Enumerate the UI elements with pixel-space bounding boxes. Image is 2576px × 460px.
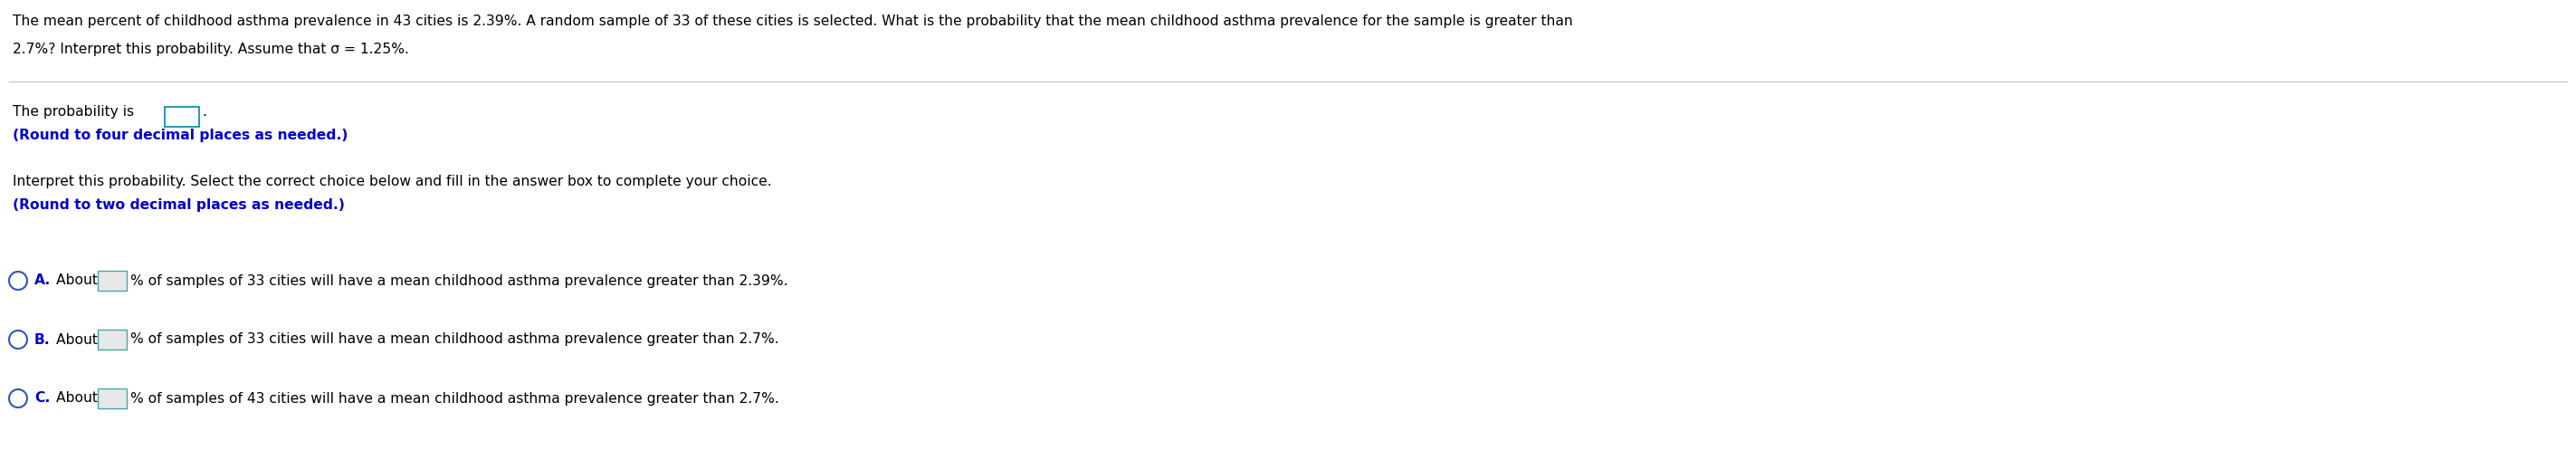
Text: .: .	[201, 105, 206, 119]
FancyBboxPatch shape	[165, 107, 198, 127]
Text: % of samples of 33 cities will have a mean childhood asthma prevalence greater t: % of samples of 33 cities will have a me…	[131, 274, 788, 288]
Text: (Round to four decimal places as needed.): (Round to four decimal places as needed.…	[13, 129, 348, 142]
Text: The probability is: The probability is	[13, 105, 139, 119]
Text: C.: C.	[33, 391, 49, 405]
Text: 2.7%? Interpret this probability. Assume that σ = 1.25%.: 2.7%? Interpret this probability. Assume…	[13, 43, 410, 56]
Ellipse shape	[10, 272, 28, 290]
FancyBboxPatch shape	[98, 330, 126, 350]
Ellipse shape	[10, 389, 28, 408]
Text: % of samples of 43 cities will have a mean childhood asthma prevalence greater t: % of samples of 43 cities will have a me…	[131, 391, 778, 405]
Text: About: About	[57, 391, 103, 405]
Text: The mean percent of childhood asthma prevalence in 43 cities is 2.39%. A random : The mean percent of childhood asthma pre…	[13, 14, 1574, 28]
FancyBboxPatch shape	[98, 271, 126, 291]
Ellipse shape	[10, 331, 28, 349]
Text: About: About	[57, 274, 103, 288]
Text: Interpret this probability. Select the correct choice below and fill in the answ: Interpret this probability. Select the c…	[13, 175, 773, 188]
Text: % of samples of 33 cities will have a mean childhood asthma prevalence greater t: % of samples of 33 cities will have a me…	[131, 333, 778, 346]
Text: A.: A.	[33, 274, 52, 288]
FancyBboxPatch shape	[98, 388, 126, 408]
Text: B.: B.	[33, 333, 52, 346]
Text: About: About	[57, 333, 103, 346]
Text: (Round to two decimal places as needed.): (Round to two decimal places as needed.)	[13, 198, 345, 212]
